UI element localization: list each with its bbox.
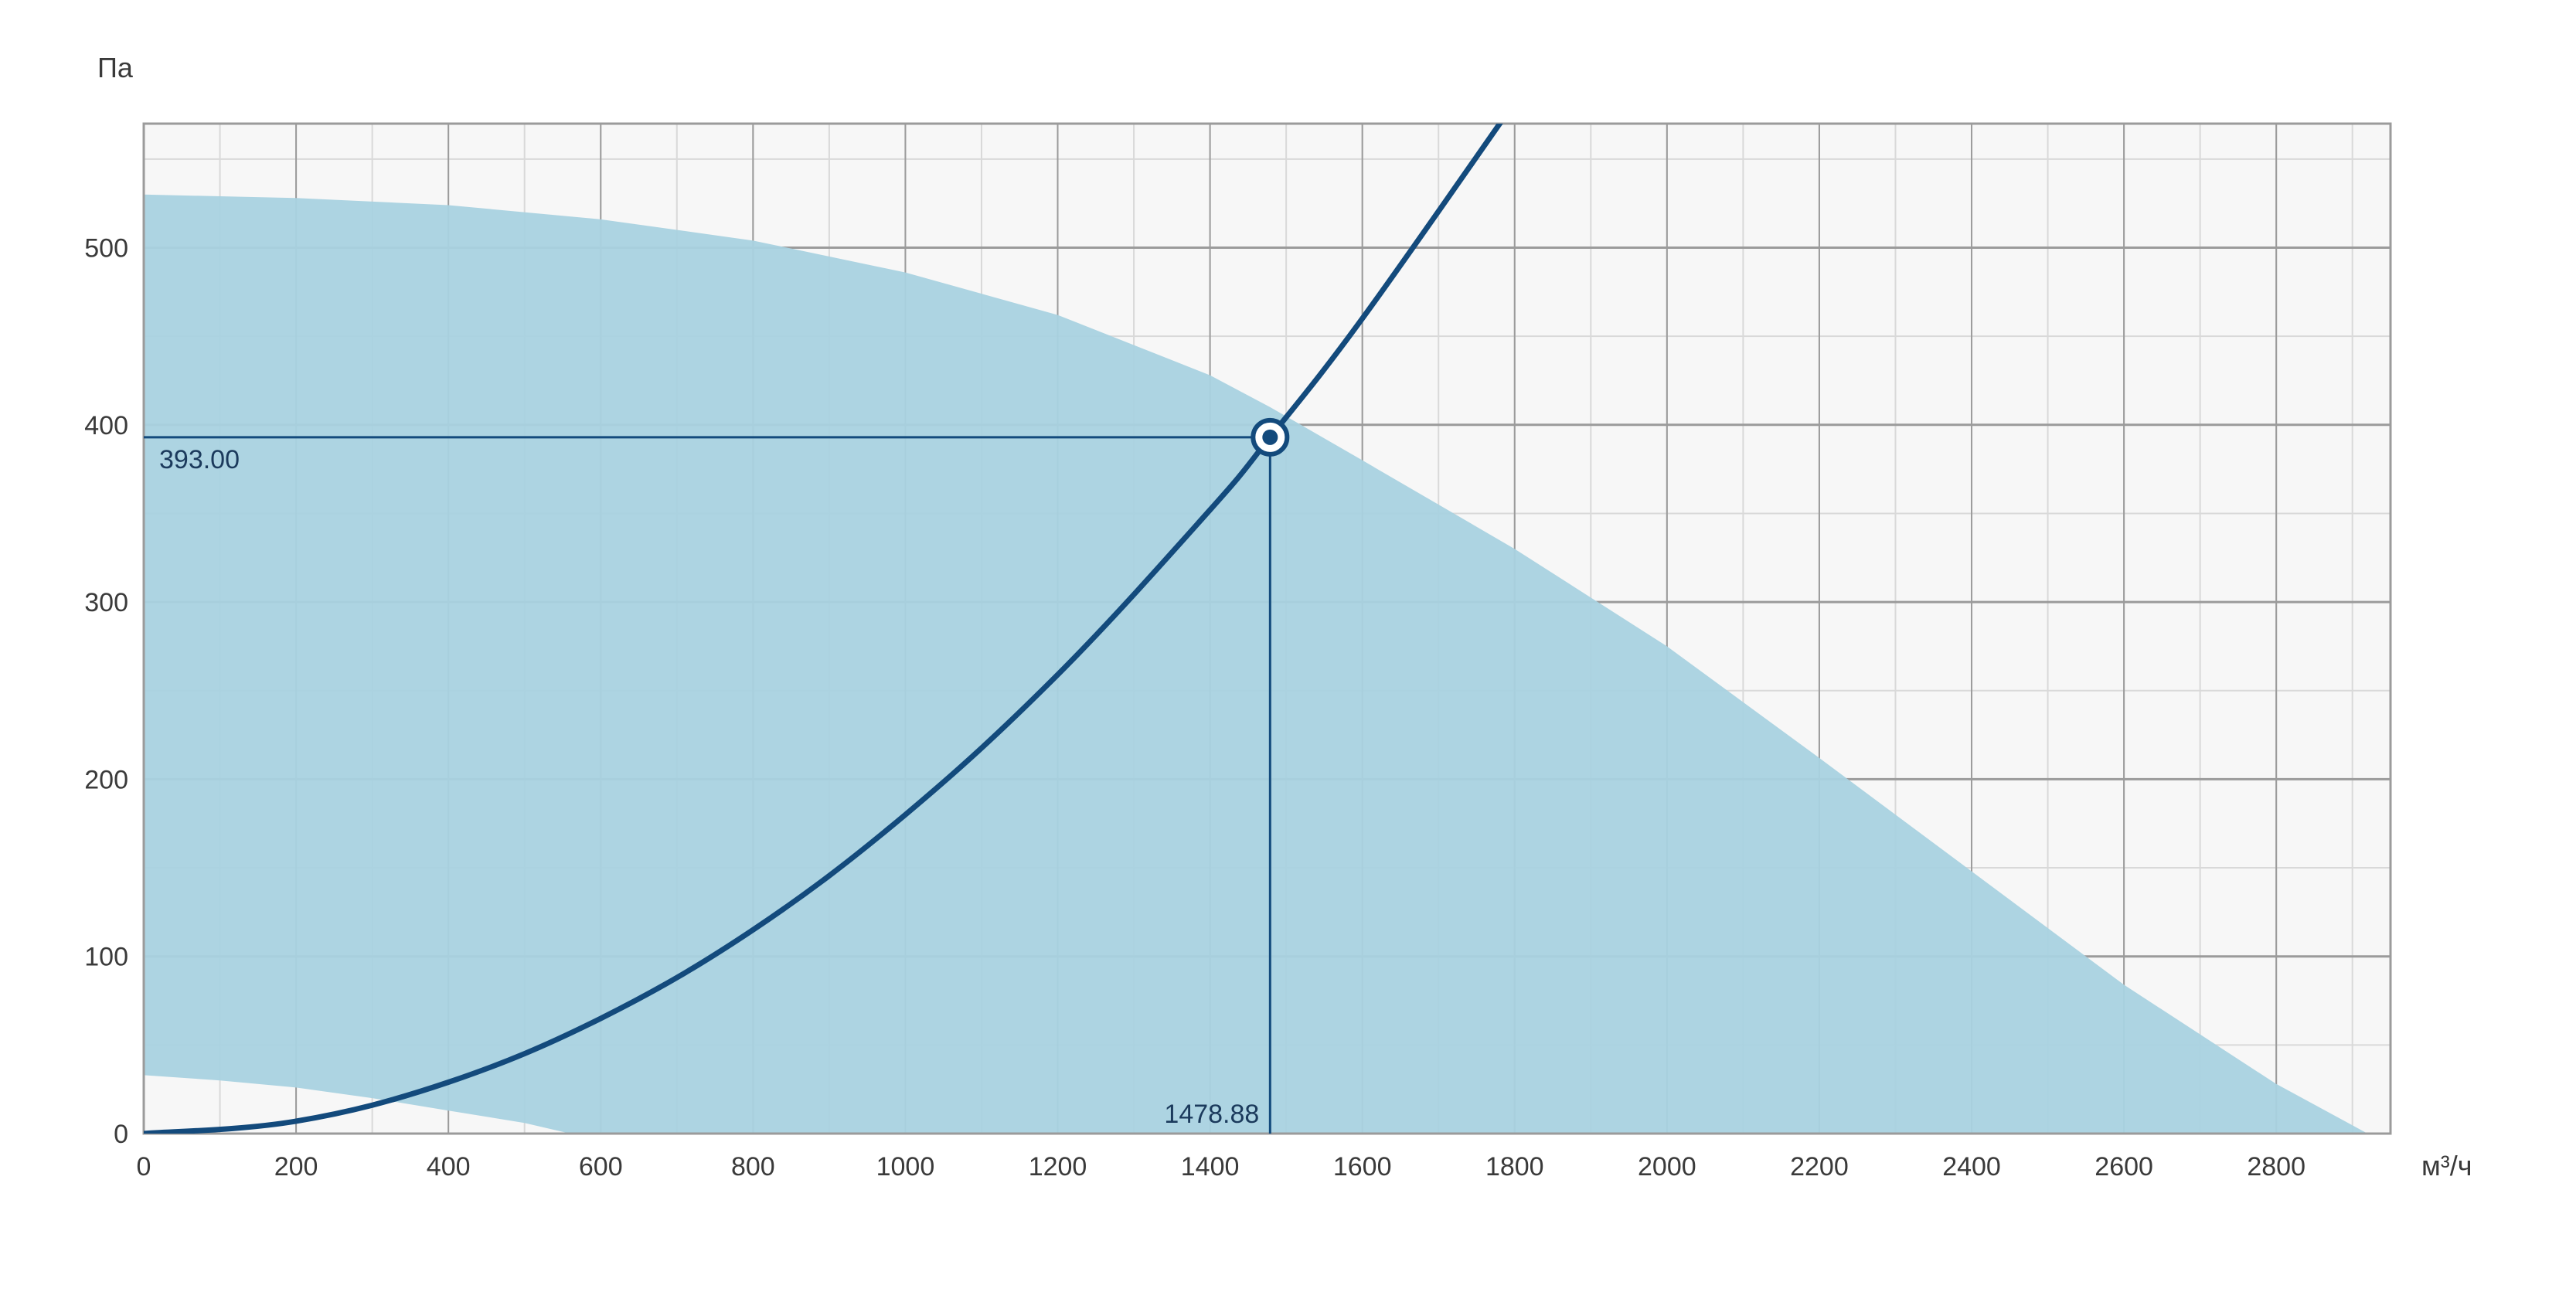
x-tick-label: 2800	[2247, 1152, 2305, 1182]
x-tick-label: 1400	[1181, 1152, 1240, 1182]
x-tick-label: 1600	[1333, 1152, 1392, 1182]
x-tick-label: 2600	[2094, 1152, 2153, 1182]
y-tick-label: 300	[84, 588, 128, 617]
op-y-label: 393.00	[159, 445, 240, 474]
y-axis-title: Па	[97, 52, 134, 83]
operating-point-marker-inner	[1262, 430, 1278, 445]
x-tick-label: 800	[731, 1152, 775, 1182]
x-tick-label: 1200	[1029, 1152, 1087, 1182]
x-tick-label: 1800	[1485, 1152, 1544, 1182]
y-tick-label: 400	[84, 411, 128, 440]
x-tick-label: 1000	[876, 1152, 935, 1182]
y-tick-label: 100	[84, 943, 128, 972]
y-tick-label: 200	[84, 765, 128, 794]
x-tick-label: 2400	[1942, 1152, 2001, 1182]
x-axis-title: м³/ч	[2421, 1150, 2472, 1182]
x-tick-label: 600	[579, 1152, 623, 1182]
x-tick-label: 2200	[1790, 1152, 1849, 1182]
y-tick-label: 500	[84, 234, 128, 264]
op-x-label: 1478.88	[1164, 1100, 1259, 1129]
fan-curve-chart: 393.001478.88020040060080010001200140016…	[0, 0, 2576, 1292]
chart-svg: 393.001478.88020040060080010001200140016…	[0, 0, 2576, 1288]
x-tick-label: 0	[137, 1152, 151, 1182]
x-tick-label: 400	[427, 1152, 471, 1182]
x-tick-label: 200	[274, 1152, 318, 1182]
y-tick-label: 0	[114, 1120, 128, 1149]
x-tick-label: 2000	[1638, 1152, 1696, 1182]
